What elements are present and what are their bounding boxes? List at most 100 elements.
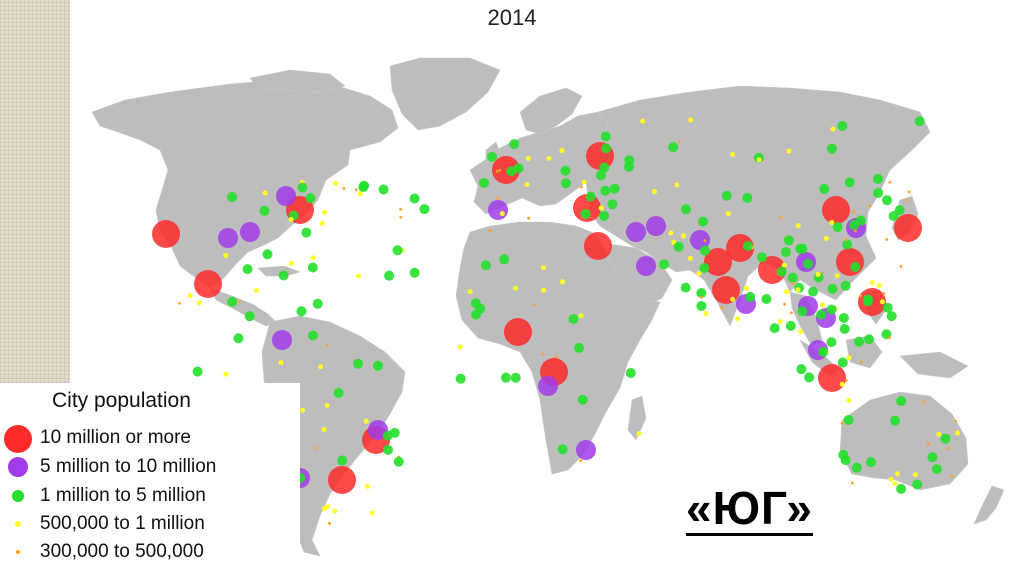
landmass-madagascar [627,395,647,441]
marker-tiny [821,271,825,275]
marker-medium [625,367,636,378]
marker-tiny [325,343,329,347]
marker-medium [307,262,318,273]
marker-medium [475,303,486,314]
marker-medium [580,208,591,219]
marker-medium [305,193,316,204]
marker-mega [836,248,864,276]
marker-small [823,235,829,241]
marker-small [781,262,787,268]
marker-small [795,223,801,229]
marker-small [332,508,338,514]
marker-medium [372,360,383,371]
marker-large [240,222,260,242]
marker-tiny [844,379,848,382]
marker-small [187,293,193,299]
marker-medium [785,320,796,331]
marker-medium [557,444,568,455]
marker-medium [838,312,849,323]
marker-tiny [399,215,403,219]
marker-small [674,182,680,188]
legend-title: City population [52,389,191,412]
marker-small [541,287,547,293]
legend-swatch-small [15,521,21,527]
marker-medium [804,372,815,383]
marker-small [687,255,693,261]
marker-medium [864,334,875,345]
marker-mega [712,276,740,304]
legend-item-tiny: 300,000 to 500,000 [0,539,300,565]
legend-swatch-tiny [16,550,20,554]
marker-medium [455,373,466,384]
marker-medium [931,464,942,475]
marker-medium [623,161,634,172]
marker-tiny [579,185,583,189]
marker-medium [896,396,907,407]
marker-small [668,230,674,236]
marker-large [576,440,596,460]
marker-large [538,376,558,396]
marker-small [756,157,762,163]
marker-tiny [888,180,892,184]
marker-medium [803,258,814,269]
marker-medium [560,178,571,189]
marker-tiny [885,238,889,241]
marker-tiny [495,169,499,173]
marker-small [322,210,328,216]
marker-mega [328,466,356,494]
marker-medium [600,185,611,196]
marker-medium [499,254,510,265]
marker-small [846,397,852,403]
marker-small [525,156,531,162]
marker-small [640,118,646,124]
marker-small [321,427,327,433]
marker-tiny [791,282,795,285]
marker-medium [609,183,620,194]
marker-tiny [532,303,536,307]
marker-medium [585,191,596,202]
marker-medium [851,462,862,473]
caption-south: «ЮГ» [686,482,813,536]
marker-large [276,186,296,206]
marker-medium [863,294,874,305]
marker-medium [696,288,707,299]
marker-medium [560,165,571,176]
legend-label-tiny: 300,000 to 500,000 [40,541,204,562]
marker-small [730,152,736,158]
marker-tiny [703,239,707,242]
marker-medium [510,372,521,383]
marker-medium [233,333,244,344]
marker-medium [607,199,618,210]
marker-small [703,310,709,316]
marker-medium [378,184,389,195]
marker-tiny [907,190,911,194]
marker-medium [487,151,498,162]
legend-swatch-medium [12,490,24,502]
marker-small [846,355,852,361]
landmass-new-zealand [973,485,1005,525]
marker-small [892,481,898,487]
marker-tiny [853,229,857,233]
marker-small [253,288,259,294]
marker-medium [881,195,892,206]
marker-medium [599,162,610,173]
marker-medium [808,286,819,297]
marker-tiny [852,210,856,214]
marker-medium [818,346,829,357]
marker-tiny [579,459,583,462]
marker-medium [227,296,238,307]
marker-medium [816,309,827,320]
marker-medium [389,427,400,438]
marker-medium [827,283,838,294]
marker-medium [600,131,611,142]
marker-small [795,287,801,293]
marker-small [363,418,369,424]
marker-small [310,255,316,261]
marker-medium [352,358,363,369]
marker-medium [840,280,851,291]
marker-medium [826,337,837,348]
marker-small [324,402,330,408]
legend-item-mega: 10 million or more [0,425,300,453]
marker-small [513,285,519,291]
marker-small [546,155,552,161]
